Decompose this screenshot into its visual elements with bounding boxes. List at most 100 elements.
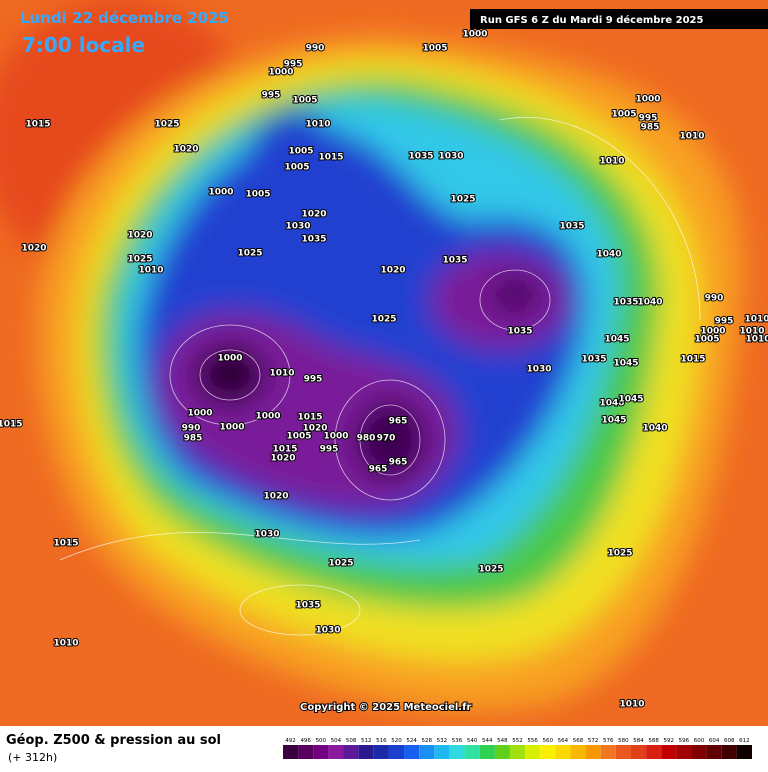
- pressure-label: 1020: [127, 231, 152, 241]
- pressure-label: 1030: [438, 152, 463, 162]
- pressure-label: 1030: [315, 626, 340, 636]
- pressure-label: 1030: [526, 365, 551, 375]
- footer-range: (+ 312h): [8, 751, 57, 764]
- scale-cell: [283, 745, 299, 759]
- forecast-date: Lundi 22 décembre 2025: [20, 9, 229, 27]
- pressure-label: 1015: [25, 120, 50, 130]
- scale-tick-label: 544: [482, 738, 493, 744]
- pressure-label: 1020: [263, 492, 288, 502]
- scale-tick-label: 612: [739, 738, 750, 744]
- pressure-label: 1030: [285, 222, 310, 232]
- pressure-label: 1025: [127, 255, 152, 265]
- scale-cell: [373, 745, 389, 759]
- scale-tick-label: 560: [543, 738, 554, 744]
- pressure-label: 1020: [380, 266, 405, 276]
- scale-tick-label: 540: [467, 738, 478, 744]
- scale-cell: [585, 745, 601, 759]
- pressure-label: 1000: [208, 188, 233, 198]
- pressure-label: 1025: [154, 120, 179, 130]
- scale-cell: [388, 745, 405, 759]
- pressure-label: 965: [369, 465, 388, 475]
- scale-cell: [479, 745, 495, 759]
- scale-tick-label: 536: [452, 738, 463, 744]
- pressure-label: 1005: [286, 432, 311, 442]
- pressure-label: 990: [705, 294, 724, 304]
- pressure-label: 1015: [53, 539, 78, 549]
- pressure-label: 990: [306, 44, 325, 54]
- pressure-label: 1020: [302, 424, 327, 434]
- scale-tick-label: 500: [316, 738, 327, 744]
- scale-cell: [313, 745, 329, 759]
- run-info: Run GFS 6 Z du Mardi 9 décembre 2025: [480, 14, 704, 26]
- pressure-label: 1045: [618, 395, 643, 405]
- scale-tick-label: 532: [437, 738, 448, 744]
- footer-title: Géop. Z500 & pression au sol: [6, 733, 221, 748]
- pressure-label: 1025: [607, 549, 632, 559]
- pressure-label: 1040: [642, 424, 667, 434]
- copyright: Copyright © 2025 Meteociel.fr: [300, 702, 471, 713]
- scale-cell: [434, 745, 450, 759]
- forecast-time: 7:00 locale: [22, 33, 145, 57]
- pressure-label: 1005: [245, 190, 270, 200]
- scale-tick-label: 572: [588, 738, 599, 744]
- pressure-label: 980: [357, 434, 376, 444]
- pressure-label: 995: [284, 60, 303, 70]
- scale-cell: [328, 745, 344, 759]
- pressure-label: 1000: [635, 95, 660, 105]
- scale-tick-label: 524: [406, 738, 417, 744]
- pressure-label: 1015: [680, 355, 705, 365]
- pressure-label: 995: [715, 317, 734, 327]
- pressure-label: 995: [320, 445, 339, 455]
- pressure-label: 1045: [604, 335, 629, 345]
- pressure-label: 985: [184, 434, 203, 444]
- scale-cell: [358, 745, 374, 759]
- scale-tick-label: 580: [618, 738, 629, 744]
- scale-cell: [509, 745, 526, 759]
- pressure-label: 1005: [288, 147, 313, 157]
- pressure-label: 1040: [596, 250, 621, 260]
- scale-cell: [615, 745, 631, 759]
- scale-tick-label: 564: [558, 738, 569, 744]
- pressure-label: 970: [377, 434, 396, 444]
- scale-cell: [691, 745, 707, 759]
- pressure-label: 1000: [323, 432, 348, 442]
- scale-tick-label: 556: [527, 738, 538, 744]
- scale-tick-label: 576: [603, 738, 614, 744]
- scale-tick-label: 508: [346, 738, 357, 744]
- pressure-label: 1000: [255, 412, 280, 422]
- pressure-label: 1010: [744, 315, 768, 325]
- pressure-label: 1005: [694, 335, 719, 345]
- pressure-label: 1020: [173, 145, 198, 155]
- pressure-label: 965: [389, 417, 408, 427]
- scale-tick-label: 592: [664, 738, 675, 744]
- pressure-label: 1035: [507, 327, 532, 337]
- scale-tick-label: 568: [573, 738, 584, 744]
- pressure-label: 1010: [679, 132, 704, 142]
- scale-tick-label: 528: [421, 738, 432, 744]
- pressure-label: 1025: [478, 565, 503, 575]
- pressure-label: 1040: [599, 399, 624, 409]
- scale-cell: [464, 745, 480, 759]
- scale-tick-label: 496: [300, 738, 311, 744]
- scale-cell: [540, 745, 556, 759]
- pressure-label: 1020: [21, 244, 46, 254]
- scale-cell: [404, 745, 420, 759]
- scale-tick-label: 504: [331, 738, 342, 744]
- pressure-label: 1045: [613, 359, 638, 369]
- scale-tick-label: 520: [391, 738, 402, 744]
- pressure-label: 1000: [462, 30, 487, 40]
- color-scale: 492 496 500 504 508 512 516 520 524 528 532 536 540 5…: [283, 738, 752, 759]
- pressure-label: 995: [639, 114, 658, 124]
- pressure-label: 1005: [284, 163, 309, 173]
- pressure-label: 1020: [270, 454, 295, 464]
- map-field: [0, 0, 768, 726]
- run-box: [470, 9, 768, 29]
- scale-cell: [661, 745, 677, 759]
- pressure-label: 1005: [292, 96, 317, 106]
- pressure-label: 1035: [442, 256, 467, 266]
- scale-tick-label: 516: [376, 738, 387, 744]
- pressure-labels: 990 1000 1005 995 1000 995 1005 1000 1005 995 985 1…: [0, 29, 768, 711]
- scale-tick-label: 588: [648, 738, 659, 744]
- scale-cell: [721, 745, 737, 759]
